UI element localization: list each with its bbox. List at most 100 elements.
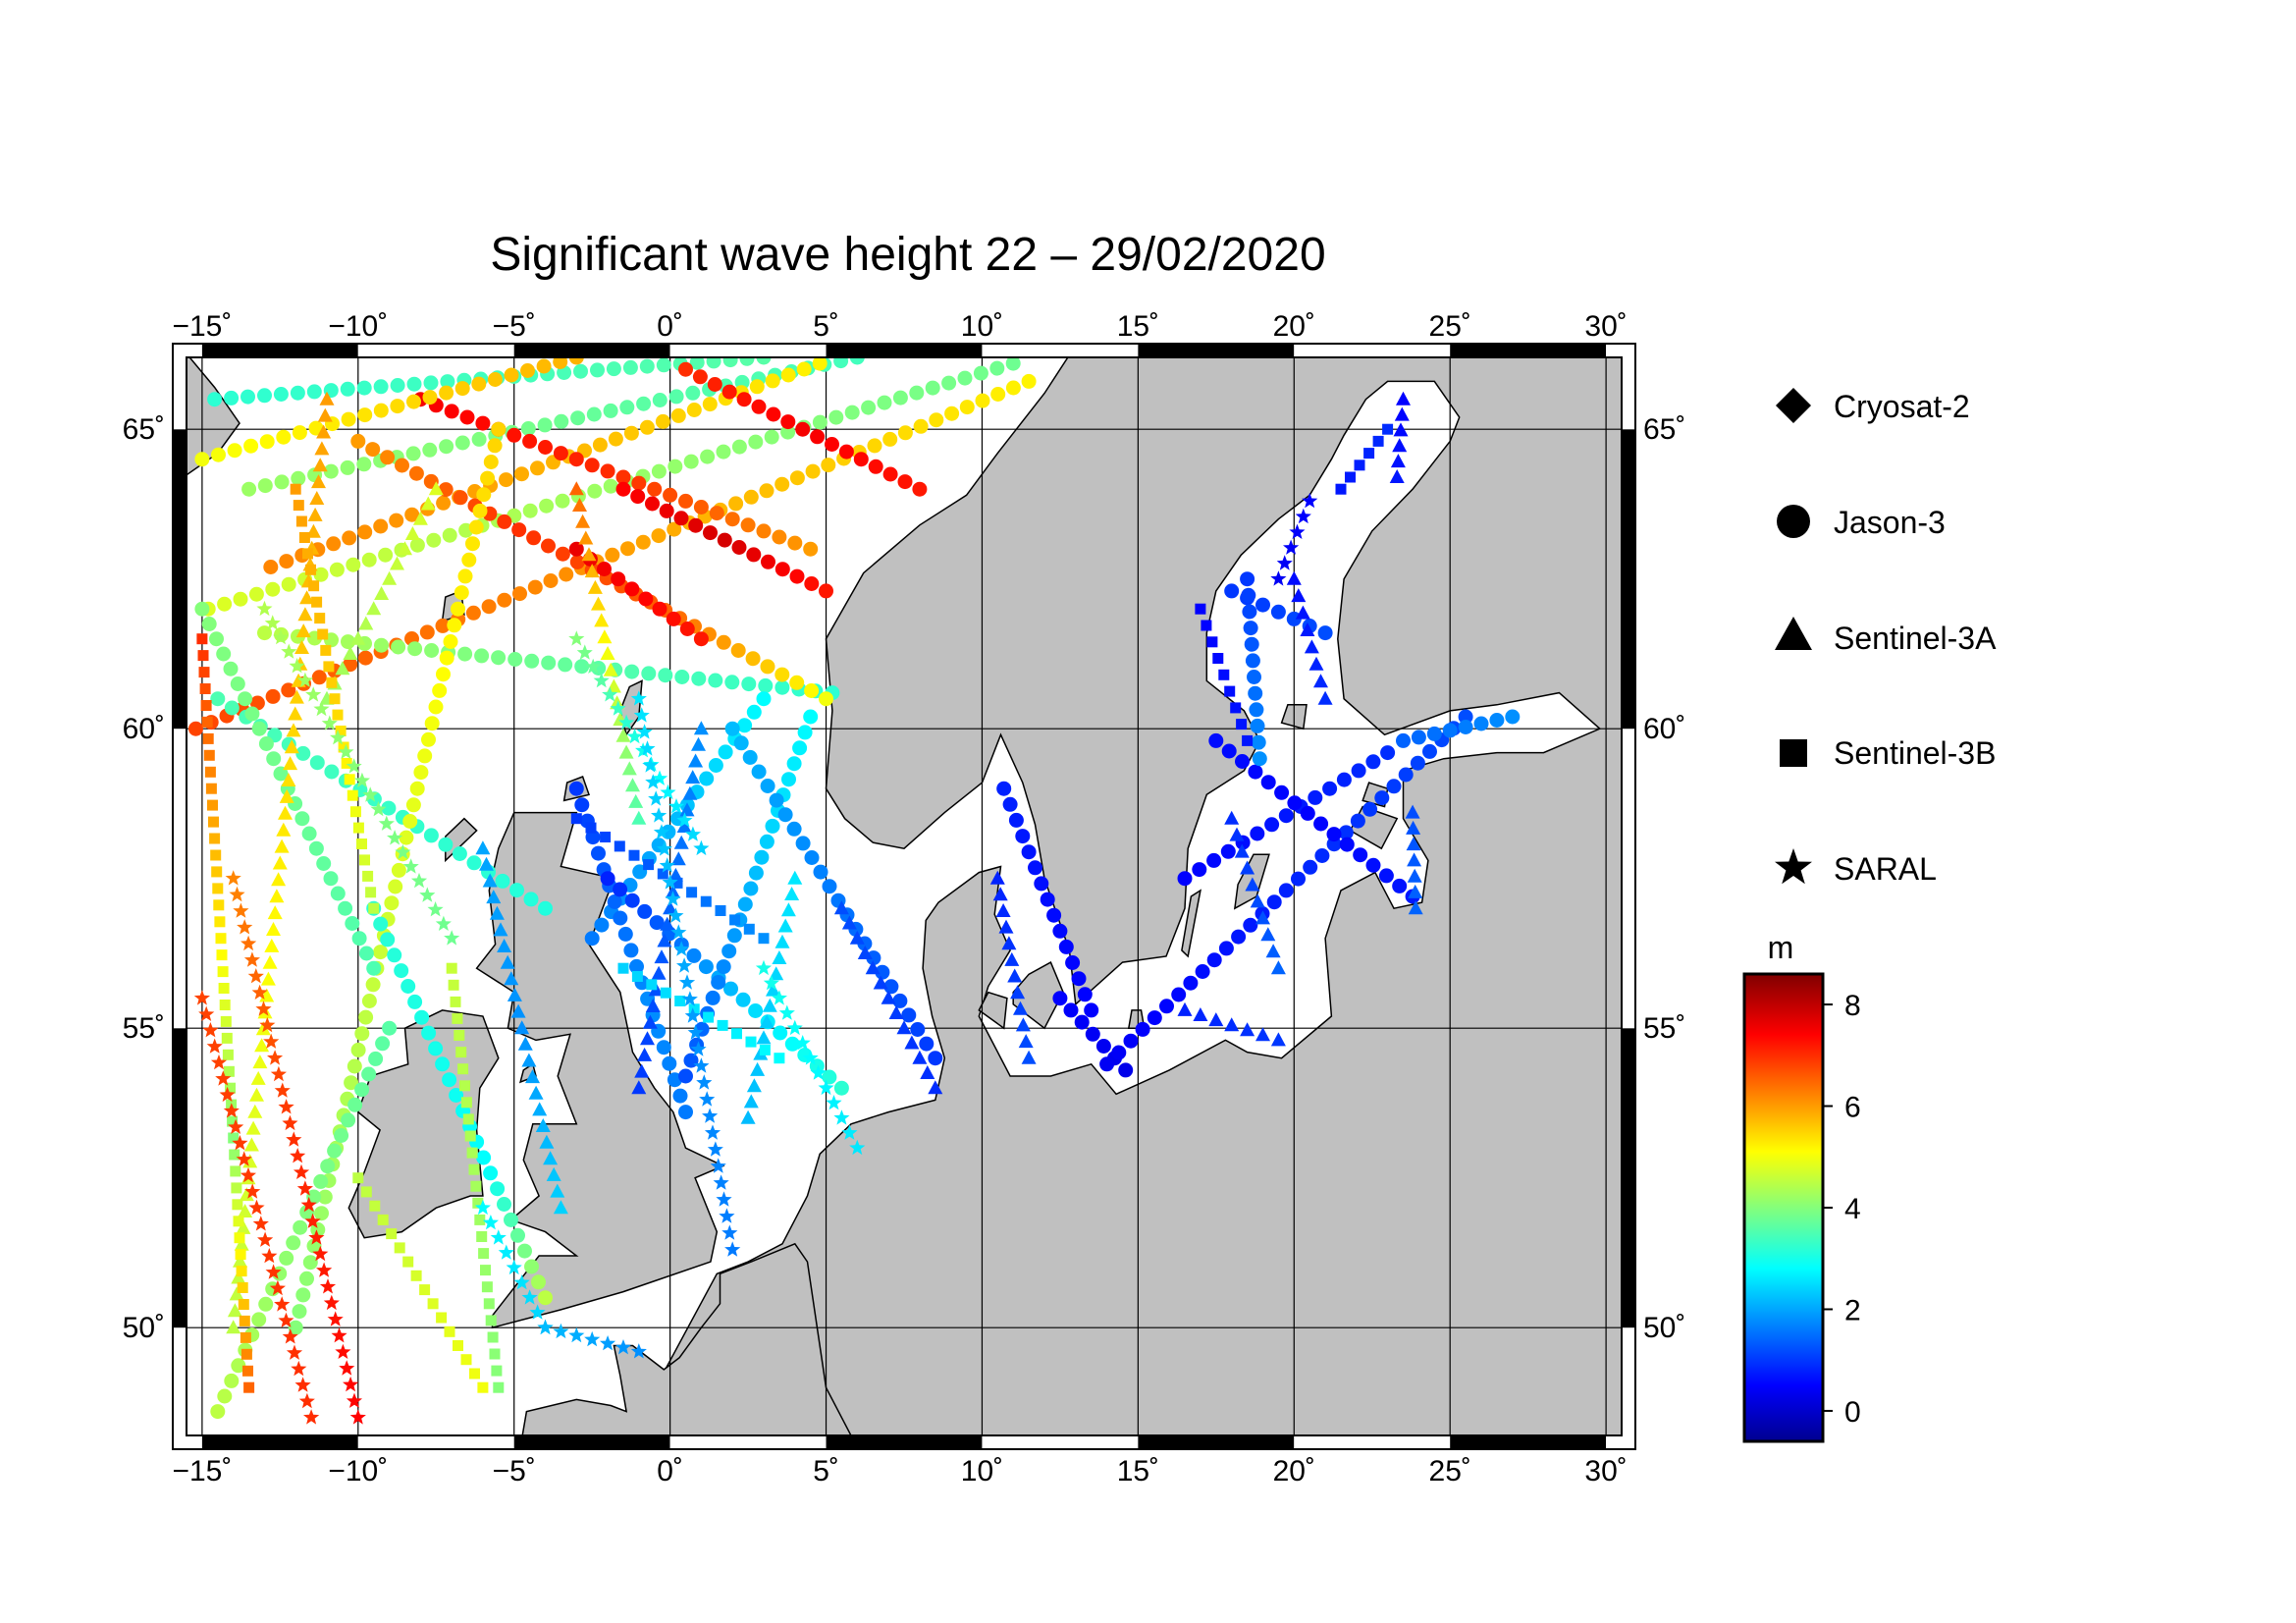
track-point-circle <box>292 425 307 441</box>
lat-tick-label-right: 60˚ <box>1643 713 1685 745</box>
track-point-triangle <box>1408 900 1423 915</box>
track-point-circle <box>1378 868 1394 884</box>
track-point-circle <box>717 532 732 548</box>
track-point-circle <box>796 361 812 377</box>
track-point-circle <box>741 676 757 692</box>
track-point-circle <box>658 668 673 683</box>
track-point-circle <box>365 977 381 993</box>
track-point-triangle <box>833 900 849 915</box>
track-point-star <box>1289 523 1306 539</box>
track-point-circle <box>605 547 620 563</box>
track-point-circle <box>797 725 813 740</box>
track-point-triangle <box>740 1109 756 1124</box>
track-point-triangle <box>1007 968 1023 983</box>
track-point-circle <box>636 396 652 411</box>
track-point-triangle <box>1013 1001 1028 1015</box>
track-point-triangle <box>1240 1022 1255 1037</box>
track-point-circle <box>708 673 723 688</box>
track-point-square <box>349 806 361 818</box>
track-point-star <box>818 1079 834 1096</box>
track-point-circle <box>294 811 310 827</box>
track-point-circle <box>730 643 746 658</box>
track-point-circle <box>417 748 433 764</box>
track-point-triangle <box>1250 893 1265 908</box>
track-point-star <box>710 1158 726 1173</box>
frame-segment-top <box>201 345 358 356</box>
track-point-triangle <box>366 601 382 616</box>
track-point-square <box>298 532 310 543</box>
track-point-circle <box>751 764 767 780</box>
track-point-star <box>833 1109 850 1125</box>
track-point-circle <box>707 377 722 392</box>
track-point-star <box>349 1409 366 1425</box>
track-point-circle <box>491 421 507 437</box>
track-point-triangle <box>1270 1032 1286 1047</box>
track-point-circle <box>413 765 429 781</box>
track-point-circle <box>1118 1062 1134 1078</box>
lat-tick-label-left: 65˚ <box>123 413 165 446</box>
track-point-circle <box>774 476 790 492</box>
track-point-star <box>335 1343 351 1359</box>
legend-item-sentinel-3a: Sentinel-3A <box>1775 617 1997 656</box>
track-point-circle <box>700 449 716 464</box>
track-point-circle <box>428 699 444 715</box>
track-point-circle <box>1278 808 1294 824</box>
track-point-square <box>320 644 332 656</box>
track-point-circle <box>538 900 553 916</box>
track-point-circle <box>754 849 770 865</box>
track-point-triangle <box>1265 944 1281 958</box>
track-point-star <box>362 786 379 802</box>
track-point-square <box>1345 471 1356 483</box>
colorbar-tick-label: 8 <box>1844 990 1861 1022</box>
track-point-circle <box>584 931 600 947</box>
track-point-square <box>238 1299 249 1310</box>
track-point-circle <box>435 618 451 633</box>
track-point-circle <box>792 740 808 756</box>
colorbar-tick-label: 4 <box>1844 1193 1861 1225</box>
track-point-square <box>446 962 457 974</box>
track-point-triangle <box>249 1087 264 1102</box>
track-point-circle <box>760 659 775 675</box>
track-point-star <box>244 1183 261 1199</box>
track-point-circle <box>1243 917 1258 933</box>
track-point-circle <box>507 427 522 443</box>
track-point-square <box>478 1248 490 1260</box>
track-point-triangle <box>1407 868 1422 883</box>
track-point-circle <box>368 1051 384 1066</box>
frame-segment-top <box>1138 345 1295 356</box>
track-point-circle <box>810 429 826 445</box>
track-point-square <box>338 741 349 753</box>
track-point-circle <box>555 546 570 562</box>
frame-segment-top <box>669 345 827 356</box>
track-point-triangle <box>309 491 325 505</box>
track-point-circle <box>975 393 990 408</box>
track-point-circle <box>1322 781 1338 796</box>
lon-tick-label-top: 5˚ <box>813 310 839 343</box>
track-point-circle <box>726 928 742 944</box>
track-point-circle <box>748 434 764 450</box>
legend-item-saral: SARAL <box>1775 848 1937 887</box>
track-point-circle <box>631 475 647 491</box>
track-point-square <box>394 1242 405 1254</box>
track-point-circle <box>347 1097 363 1112</box>
track-point-triangle <box>312 458 328 472</box>
track-point-triangle <box>572 498 587 512</box>
track-point-circle <box>238 691 253 707</box>
track-point-circle <box>293 1219 308 1235</box>
track-point-star <box>304 1213 321 1228</box>
track-point-circle <box>591 845 606 861</box>
track-point-triangle <box>517 1036 533 1051</box>
track-point-circle <box>407 994 423 1009</box>
track-point-circle <box>409 781 425 796</box>
track-point-square <box>1218 669 1230 680</box>
track-point-circle <box>1021 373 1037 389</box>
track-point-circle <box>877 395 892 410</box>
track-point-circle <box>709 506 724 521</box>
track-point-star <box>215 1070 232 1086</box>
track-point-triangle <box>343 646 358 660</box>
axis-tick-labels: −15˚ −15˚ −10˚ −10˚ −5˚ −5˚ 0˚ 0˚ 5˚ 5˚ 10˚ 10˚ 15˚ 1… <box>123 310 1686 1488</box>
track-point-triangle <box>1286 570 1302 585</box>
track-point-circle <box>378 547 394 563</box>
track-point-star <box>395 843 411 860</box>
track-point-triangle <box>1255 1027 1270 1042</box>
